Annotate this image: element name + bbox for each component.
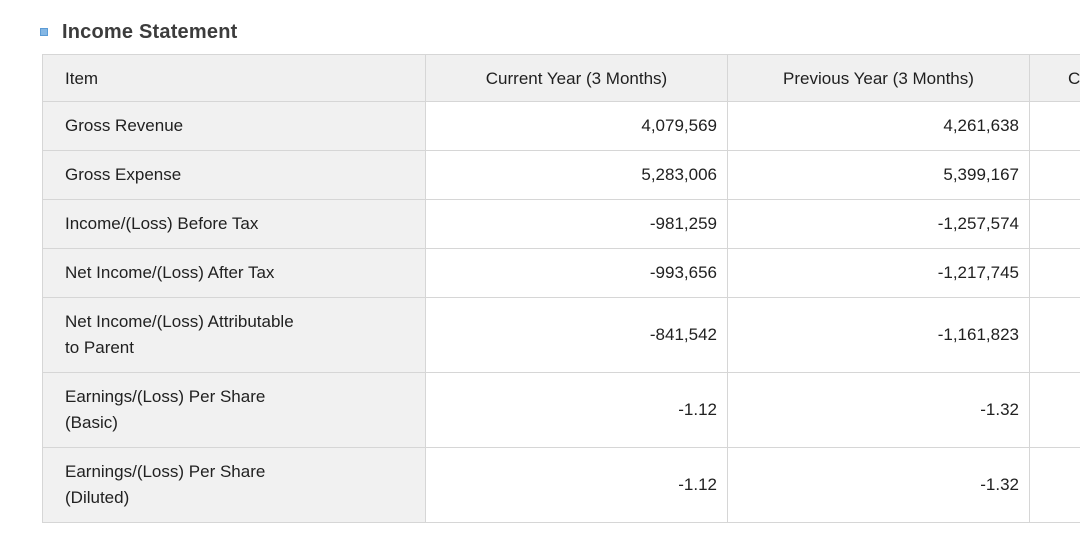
table-row: Gross Expense 5,283,006 5,399,167 xyxy=(42,150,1080,200)
clipped-cell xyxy=(1029,150,1080,200)
previous-year-cell: 4,261,638 xyxy=(727,101,1030,151)
clipped-cell xyxy=(1029,447,1080,523)
section-header: Income Statement xyxy=(40,20,237,44)
item-cell: Gross Revenue xyxy=(42,101,426,151)
current-year-cell: 5,283,006 xyxy=(425,150,728,200)
item-cell: Income/(Loss) Before Tax xyxy=(42,199,426,249)
previous-year-cell: -1.32 xyxy=(727,372,1030,448)
page-title: Income Statement xyxy=(62,21,238,43)
previous-year-cell: -1.32 xyxy=(727,447,1030,523)
table-header-row: Item Current Year (3 Months) Previous Ye… xyxy=(42,54,1080,102)
item-cell: Net Income/(Loss) After Tax xyxy=(42,248,426,298)
table-row: Net Income/(Loss) Attributable to Parent… xyxy=(42,297,1080,373)
table-row: Gross Revenue 4,079,569 4,261,638 xyxy=(42,101,1080,151)
column-header-clipped: C xyxy=(1029,54,1080,102)
income-statement-grid: Item Current Year (3 Months) Previous Ye… xyxy=(42,54,1080,523)
column-header-item: Item xyxy=(42,54,426,102)
table-row: Net Income/(Loss) After Tax -993,656 -1,21… xyxy=(42,248,1080,298)
previous-year-cell: -1,161,823 xyxy=(727,297,1030,373)
table-row: Earnings/(Loss) Per Share (Basic) -1.12 -1… xyxy=(42,372,1080,448)
current-year-cell: -1.12 xyxy=(425,447,728,523)
current-year-cell: 4,079,569 xyxy=(425,101,728,151)
item-cell: Earnings/(Loss) Per Share (Diluted) xyxy=(42,447,426,523)
current-year-cell: -841,542 xyxy=(425,297,728,373)
table-row: Earnings/(Loss) Per Share (Diluted) -1.12… xyxy=(42,447,1080,523)
previous-year-cell: 5,399,167 xyxy=(727,150,1030,200)
clipped-cell xyxy=(1029,101,1080,151)
item-cell: Gross Expense xyxy=(42,150,426,200)
current-year-cell: -993,656 xyxy=(425,248,728,298)
column-header-current-year: Current Year (3 Months) xyxy=(425,54,728,102)
clipped-cell xyxy=(1029,199,1080,249)
item-cell: Net Income/(Loss) Attributable to Parent xyxy=(42,297,426,373)
table-body: Gross Revenue 4,079,569 4,261,638 Gross Exp… xyxy=(42,101,1080,523)
income-statement-table: Item Current Year (3 Months) Previous Ye… xyxy=(42,54,1080,523)
clipped-cell xyxy=(1029,248,1080,298)
current-year-cell: -981,259 xyxy=(425,199,728,249)
current-year-cell: -1.12 xyxy=(425,372,728,448)
clipped-cell xyxy=(1029,372,1080,448)
previous-year-cell: -1,257,574 xyxy=(727,199,1030,249)
section-bullet-icon xyxy=(40,28,48,36)
item-cell: Earnings/(Loss) Per Share (Basic) xyxy=(42,372,426,448)
clipped-cell xyxy=(1029,297,1080,373)
table-row: Income/(Loss) Before Tax -981,259 -1,257,5… xyxy=(42,199,1080,249)
column-header-previous-year: Previous Year (3 Months) xyxy=(727,54,1030,102)
previous-year-cell: -1,217,745 xyxy=(727,248,1030,298)
